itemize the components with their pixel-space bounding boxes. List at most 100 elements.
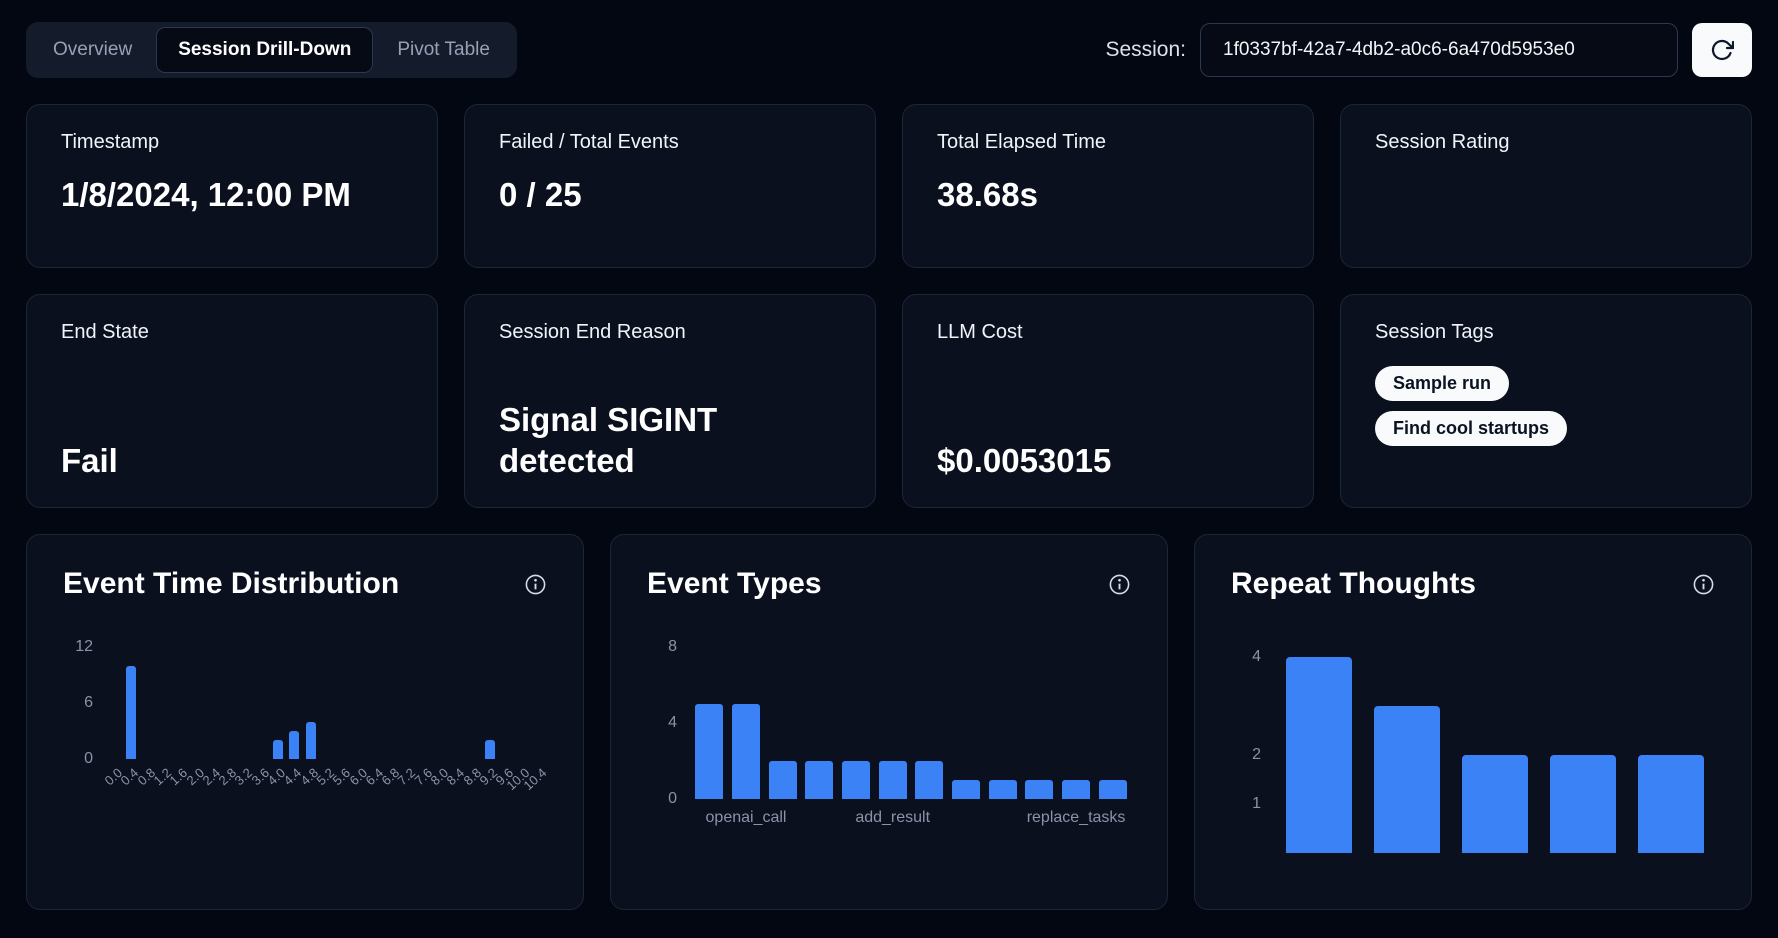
bar-slot <box>728 647 765 799</box>
bar-slot <box>237 647 253 759</box>
x-axis-slot: replace_tasks <box>1027 799 1126 835</box>
y-axis-tick: 12 <box>75 638 93 655</box>
bar-slot <box>368 647 384 759</box>
stat-card-session-tags: Session Tags Sample run Find cool startu… <box>1340 294 1752 508</box>
plot-area <box>107 647 547 759</box>
refresh-button[interactable] <box>1692 23 1752 77</box>
chart-title: Event Time Distribution <box>63 567 400 600</box>
info-icon[interactable] <box>1692 573 1715 596</box>
x-axis-slot: 1.6 <box>167 759 190 815</box>
x-axis-slot: 2.8 <box>216 759 239 815</box>
bar <box>1285 656 1353 853</box>
bar <box>1637 754 1705 853</box>
bar-slot <box>172 647 188 759</box>
bar-slot <box>270 647 286 759</box>
x-axis-slot <box>1627 853 1715 859</box>
session-tag: Sample run <box>1375 366 1510 401</box>
session-id-input[interactable] <box>1200 23 1678 77</box>
info-icon[interactable] <box>524 573 547 596</box>
charts-row: Event Time Distribution 12 6 0 0.0 0.4 0.8 1.… <box>26 534 1752 910</box>
x-axis-slot: 4.4 <box>281 759 304 815</box>
y-axis-tick: 0 <box>668 790 677 807</box>
bar-slot <box>188 647 204 759</box>
x-axis-slot: 4.0 <box>265 759 288 815</box>
bar <box>305 721 316 759</box>
x-axis-slot <box>1451 853 1539 859</box>
x-axis-slot: 8.0 <box>428 759 451 815</box>
bar-slot <box>874 647 911 799</box>
stat-card-total-elapsed-time: Total Elapsed Time 38.68s <box>902 104 1314 268</box>
chart-header: Event Types <box>647 567 1131 601</box>
x-axis-slot: 6.4 <box>362 759 385 815</box>
info-icon[interactable] <box>1108 573 1131 596</box>
bar <box>768 761 797 799</box>
bar <box>484 740 496 759</box>
bar <box>842 761 870 799</box>
x-axis-slot: 1.2 <box>151 759 174 815</box>
x-axis-slot: 2.0 <box>183 759 206 815</box>
session-label: Session: <box>1105 38 1186 61</box>
x-axis-slot: 3.2 <box>232 759 255 815</box>
bar-slot <box>254 647 270 759</box>
x-axis-slot <box>1539 853 1627 859</box>
x-axis-slot <box>948 799 985 835</box>
bar <box>1373 705 1441 853</box>
bar <box>289 731 300 759</box>
y-axis-tick: 8 <box>668 638 677 655</box>
tab-session-drill-down[interactable]: Session Drill-Down <box>156 27 374 73</box>
stat-card-session-rating: Session Rating <box>1340 104 1752 268</box>
x-axis-label: add_result <box>855 809 931 826</box>
bar-slot <box>466 647 482 759</box>
chart-card-repeat-thoughts: Repeat Thoughts 4 2 1 <box>1194 534 1752 910</box>
x-axis-slot: 6.0 <box>346 759 369 815</box>
y-axis-tick: 4 <box>1252 647 1261 665</box>
chart-title: Event Types <box>647 567 822 600</box>
x-axis-slot <box>1363 853 1451 859</box>
stat-label: Failed / Total Events <box>499 131 679 153</box>
y-axis: 12 6 0 <box>63 638 107 767</box>
bar-slot <box>1451 647 1539 853</box>
bar-chart: 4 2 1 <box>1231 647 1715 853</box>
bar-slot <box>107 647 123 759</box>
stat-label: Total Elapsed Time <box>937 131 1106 153</box>
stats-row-2: End State Fail Session End Reason Signal… <box>26 294 1752 508</box>
bar <box>805 761 834 799</box>
y-axis-tick: 1 <box>1252 794 1261 812</box>
stat-card-session-end-reason: Session End Reason Signal SIGINT detecte… <box>464 294 876 508</box>
bar <box>1098 780 1127 799</box>
x-axis-slot <box>1094 799 1131 835</box>
x-axis-slot <box>1275 853 1363 859</box>
x-axis-slot <box>984 799 1021 835</box>
bar-slot <box>1275 647 1363 853</box>
stat-value: 1/8/2024, 12:00 PM <box>61 176 351 213</box>
bar <box>695 704 724 799</box>
chart-header: Repeat Thoughts <box>1231 567 1715 601</box>
bar <box>1025 780 1054 799</box>
x-axis-label: openai_call <box>705 809 787 826</box>
bar-slot <box>764 647 801 799</box>
bar <box>273 740 284 759</box>
x-axis-slot: 7.2 <box>395 759 418 815</box>
stat-card-llm-cost: LLM Cost $0.0053015 <box>902 294 1314 508</box>
tab-overview[interactable]: Overview <box>31 27 154 73</box>
bar-slot <box>1539 647 1627 853</box>
x-axis-label: replace_tasks <box>1026 809 1126 826</box>
x-axis-slot <box>911 799 948 835</box>
bar-slot <box>400 647 416 759</box>
bar-slot <box>286 647 302 759</box>
x-axis-slot: 6.8 <box>379 759 402 815</box>
stat-label: Timestamp <box>61 131 160 153</box>
bar-slot <box>433 647 449 759</box>
bar-slot <box>801 647 838 799</box>
bar-slot <box>351 647 367 759</box>
bar <box>952 780 980 799</box>
bar-chart: 12 6 0 <box>63 638 547 767</box>
bar-slot <box>1627 647 1715 853</box>
session-tags-list: Sample run Find cool startups <box>1375 366 1717 446</box>
chart-title: Repeat Thoughts <box>1231 567 1476 600</box>
bar-slot <box>984 647 1021 799</box>
tab-pivot-table[interactable]: Pivot Table <box>375 27 512 73</box>
bar-slot <box>514 647 530 759</box>
bar-chart: 8 4 0 <box>647 638 1131 807</box>
